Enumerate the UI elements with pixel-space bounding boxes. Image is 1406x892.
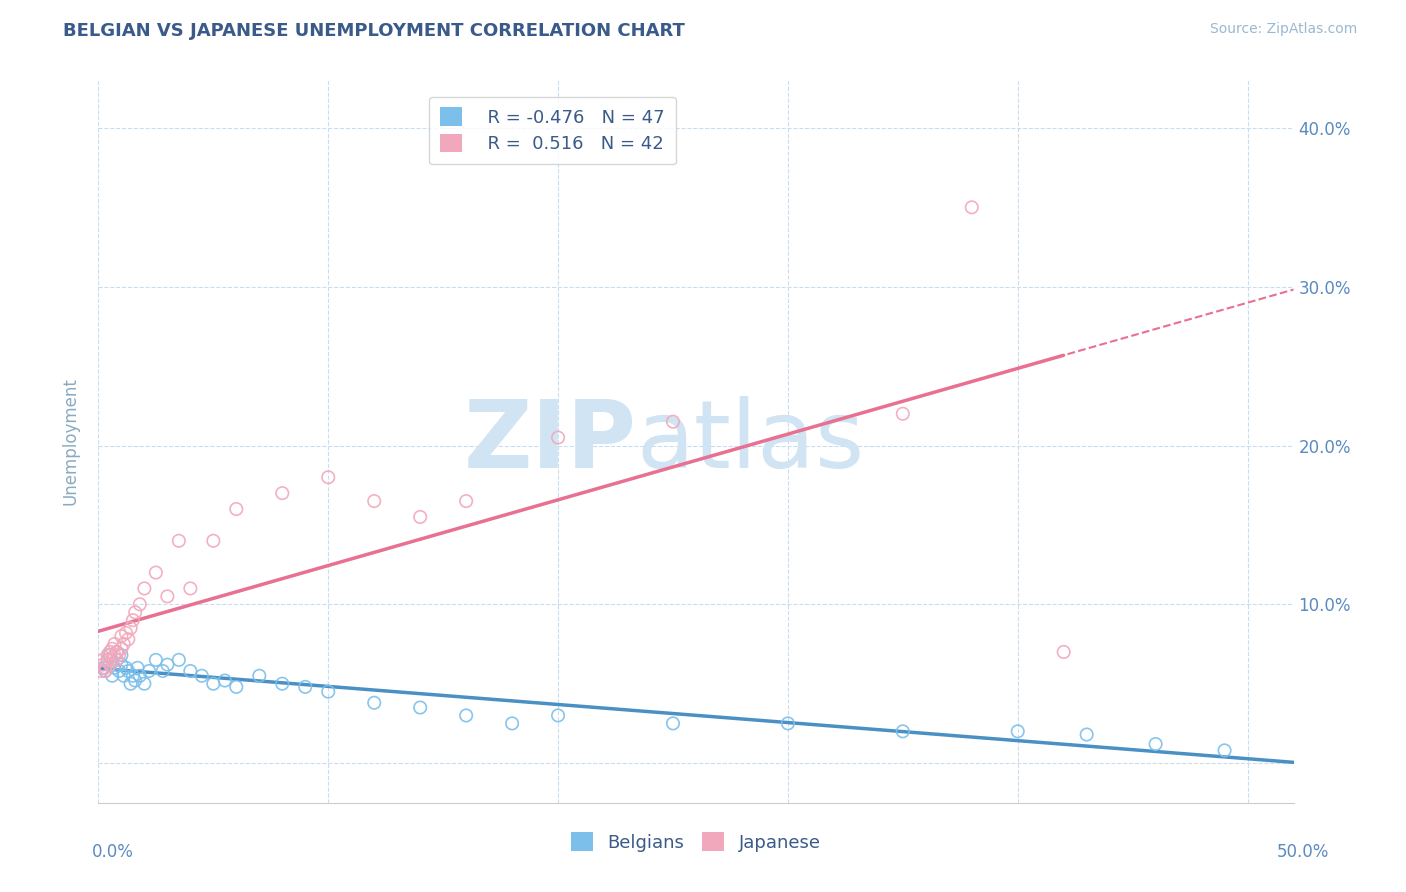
Point <box>112 669 135 683</box>
Point <box>103 648 125 662</box>
Point <box>101 653 124 667</box>
Point <box>98 657 121 672</box>
Point <box>456 708 478 723</box>
Point <box>97 653 120 667</box>
Point <box>124 605 146 619</box>
Text: 50.0%: 50.0% <box>1277 843 1329 861</box>
Point <box>108 664 131 678</box>
Point <box>547 431 569 445</box>
Point <box>110 629 132 643</box>
Point <box>122 669 145 683</box>
Point <box>363 494 385 508</box>
Point <box>122 613 145 627</box>
Point <box>108 648 131 662</box>
Point <box>156 590 179 604</box>
Point <box>98 645 121 659</box>
Point <box>202 676 225 690</box>
Point <box>271 676 294 690</box>
Point <box>1053 645 1076 659</box>
Point <box>316 470 339 484</box>
Point <box>134 582 156 596</box>
Point <box>179 582 201 596</box>
Point <box>91 661 114 675</box>
Point <box>214 673 236 688</box>
Point <box>145 653 167 667</box>
Point <box>94 661 117 675</box>
Point <box>91 653 114 667</box>
Point <box>501 716 523 731</box>
Point <box>98 657 121 672</box>
Point <box>128 669 150 683</box>
Point <box>110 648 132 662</box>
Point <box>891 407 914 421</box>
Point <box>105 653 128 667</box>
Legend: Belgians, Japanese: Belgians, Japanese <box>564 825 828 859</box>
Point <box>127 661 149 675</box>
Point <box>117 632 139 647</box>
Point <box>91 657 114 672</box>
Point <box>776 716 799 731</box>
Point <box>456 494 478 508</box>
Point <box>94 664 117 678</box>
Point <box>103 661 125 675</box>
Point <box>960 200 983 214</box>
Point <box>156 657 179 672</box>
Point <box>94 664 117 678</box>
Point <box>101 669 124 683</box>
Point <box>179 664 201 678</box>
Point <box>117 664 139 678</box>
Point <box>167 653 190 667</box>
Point <box>112 637 135 651</box>
Point <box>409 700 432 714</box>
Point <box>167 533 190 548</box>
Point <box>225 502 247 516</box>
Point <box>547 708 569 723</box>
Point <box>152 664 174 678</box>
Point <box>145 566 167 580</box>
Point <box>101 641 124 656</box>
Point <box>105 653 128 667</box>
Y-axis label: Unemployment: Unemployment <box>62 377 80 506</box>
Point <box>294 680 316 694</box>
Point <box>409 510 432 524</box>
Point <box>128 597 150 611</box>
Point <box>247 669 270 683</box>
Point <box>97 653 120 667</box>
Point <box>134 676 156 690</box>
Point <box>120 676 142 690</box>
Point <box>1144 737 1167 751</box>
Point <box>191 669 214 683</box>
Point <box>202 533 225 548</box>
Point <box>98 648 121 662</box>
Point <box>97 648 120 662</box>
Text: atlas: atlas <box>637 395 865 488</box>
Point <box>271 486 294 500</box>
Point <box>115 626 138 640</box>
Point <box>225 680 247 694</box>
Point <box>662 716 685 731</box>
Point <box>662 415 685 429</box>
Point <box>316 684 339 698</box>
Point <box>1213 743 1236 757</box>
Point <box>115 661 138 675</box>
Text: Source: ZipAtlas.com: Source: ZipAtlas.com <box>1209 22 1357 37</box>
Point <box>90 664 112 678</box>
Text: BELGIAN VS JAPANESE UNEMPLOYMENT CORRELATION CHART: BELGIAN VS JAPANESE UNEMPLOYMENT CORRELA… <box>63 22 685 40</box>
Text: 0.0%: 0.0% <box>91 843 134 861</box>
Point <box>363 696 385 710</box>
Point <box>891 724 914 739</box>
Point <box>1076 727 1098 741</box>
Point <box>103 637 125 651</box>
Text: ZIP: ZIP <box>464 395 637 488</box>
Point <box>105 645 128 659</box>
Point <box>120 621 142 635</box>
Point <box>138 664 160 678</box>
Point <box>110 657 132 672</box>
Point <box>105 645 128 659</box>
Point <box>1007 724 1029 739</box>
Point <box>110 641 132 656</box>
Point <box>124 673 146 688</box>
